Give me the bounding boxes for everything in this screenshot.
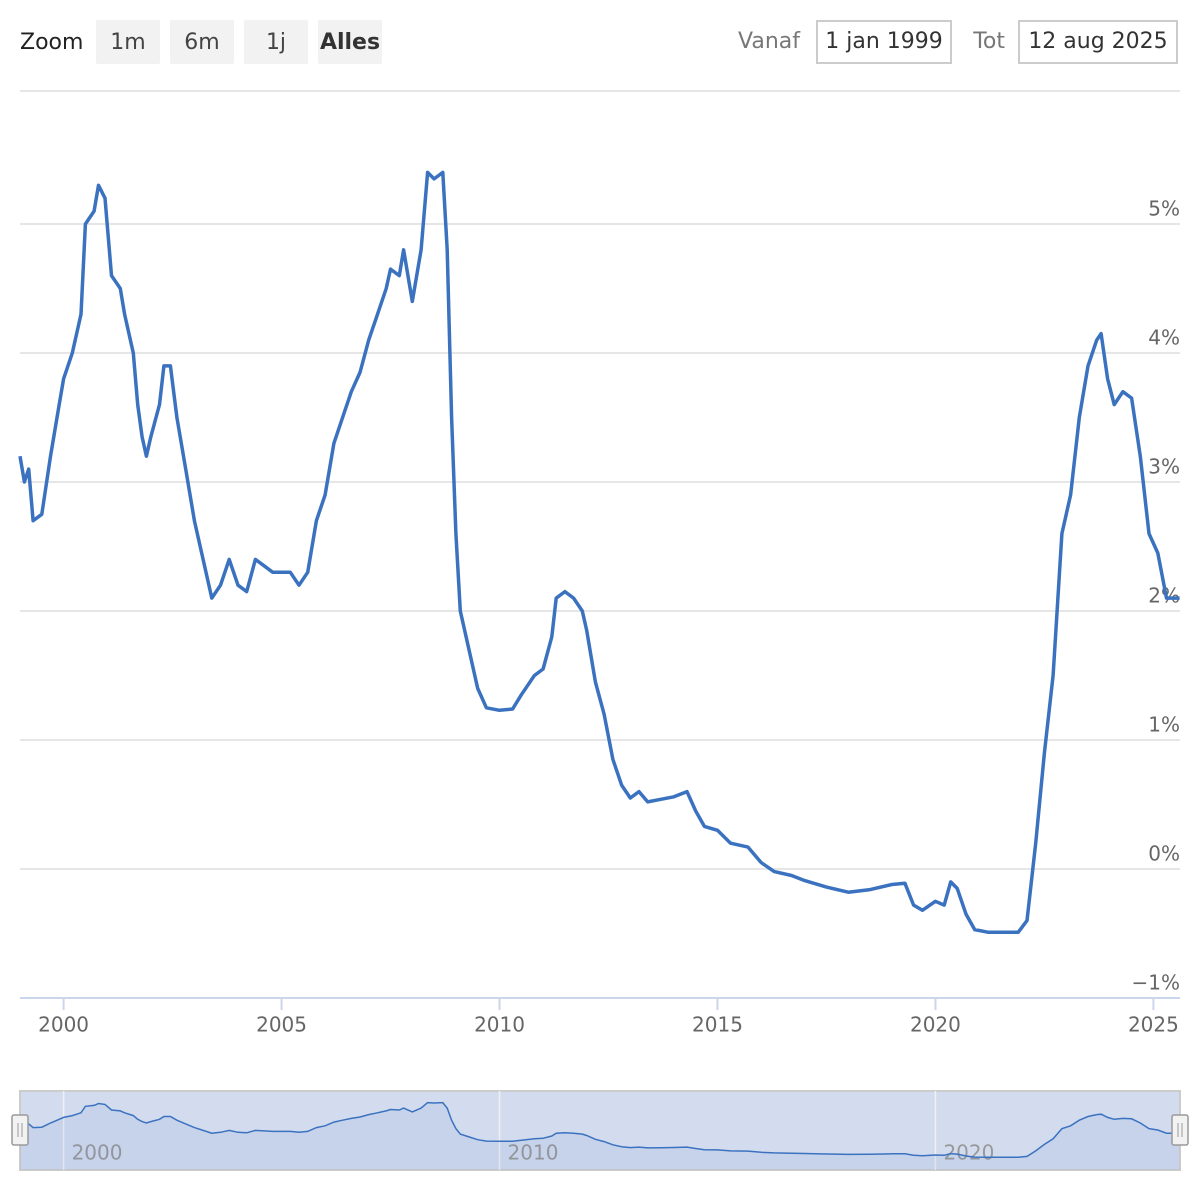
x-tick-label: 2010 xyxy=(474,1013,525,1037)
zoom-button[interactable] xyxy=(244,20,308,64)
to-input[interactable] xyxy=(1018,20,1178,64)
from-input[interactable] xyxy=(816,20,952,64)
zoom-button-label: 1m xyxy=(110,30,145,55)
zoom-button-label: 1j xyxy=(266,30,286,55)
navigator-handle[interactable] xyxy=(1171,1114,1189,1146)
zoom-label: Zoom xyxy=(20,30,83,55)
y-tick-label: 1% xyxy=(1148,713,1180,737)
navigator-tick-label: 2020 xyxy=(943,1141,994,1165)
x-tick-label: 2000 xyxy=(38,1013,89,1037)
zoom-button-label: Alles xyxy=(320,30,380,55)
y-tick-label: −1% xyxy=(1132,971,1181,995)
series-line xyxy=(18,170,1180,934)
zoom-button[interactable] xyxy=(96,20,160,64)
x-tick-label: 2005 xyxy=(256,1013,307,1037)
navigator-area xyxy=(20,1102,1180,1170)
zoom-button-label: 6m xyxy=(184,30,219,55)
navigator-line xyxy=(19,1101,1180,1159)
to-label: Tot xyxy=(972,29,1005,54)
y-tick-label: 4% xyxy=(1148,326,1180,350)
navigator-tick-label: 2010 xyxy=(508,1141,559,1165)
x-tick-label: 2025 xyxy=(1128,1013,1179,1037)
zoom-button[interactable] xyxy=(170,20,234,64)
navigator-handle[interactable] xyxy=(11,1114,29,1146)
zoom-button[interactable] xyxy=(318,20,382,64)
x-tick-label: 2015 xyxy=(692,1013,743,1037)
from-value: 1 jan 1999 xyxy=(825,29,943,54)
to-value: 12 aug 2025 xyxy=(1028,29,1167,54)
y-tick-label: 0% xyxy=(1148,842,1180,866)
x-tick-label: 2020 xyxy=(910,1013,961,1037)
y-tick-label: 5% xyxy=(1148,197,1180,221)
from-label: Vanaf xyxy=(738,29,801,54)
y-tick-label: 3% xyxy=(1148,455,1180,479)
navigator-tick-label: 2000 xyxy=(72,1141,123,1165)
